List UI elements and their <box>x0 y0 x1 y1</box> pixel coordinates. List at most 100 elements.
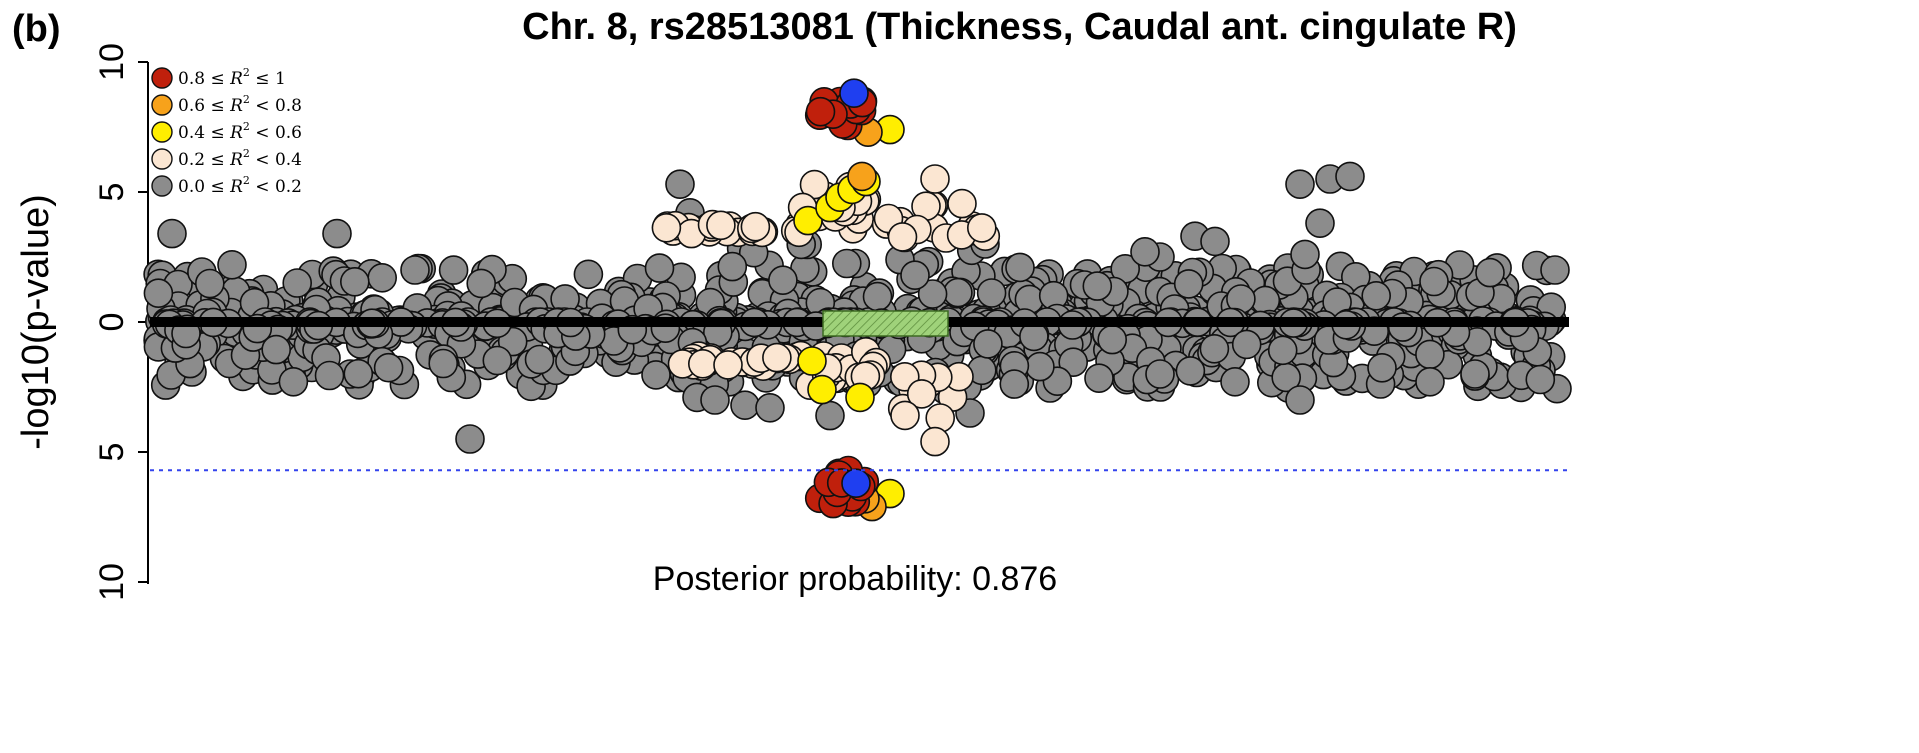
legend-swatch <box>151 67 173 89</box>
data-point <box>143 278 174 309</box>
data-point <box>887 222 918 252</box>
data-point <box>1361 280 1391 311</box>
legend-swatch <box>151 94 173 116</box>
data-point <box>920 164 950 194</box>
data-point <box>1173 269 1204 299</box>
data-point <box>717 251 748 282</box>
data-point <box>799 169 830 200</box>
data-point <box>524 344 555 375</box>
data-point <box>1415 366 1445 397</box>
data-point <box>641 360 671 390</box>
data-point <box>322 218 352 249</box>
data-point <box>1058 347 1088 378</box>
data-point <box>999 369 1030 399</box>
data-point <box>1175 356 1206 386</box>
data-point <box>400 255 430 285</box>
data-point <box>343 358 374 389</box>
legend-label: 0.0 ≤ R2 < 0.2 <box>178 174 302 197</box>
legend-superscript: 2 <box>243 147 250 160</box>
data-point <box>573 259 604 290</box>
data-point <box>1290 239 1320 270</box>
legend-superscript: 2 <box>243 120 250 133</box>
y-axis-label-group: -log10(p-value) <box>15 194 57 450</box>
data-point <box>1199 333 1230 364</box>
legend-swatch <box>151 148 173 170</box>
data-point <box>278 366 309 397</box>
data-point <box>900 260 930 291</box>
legend-label-right: < 0.2 <box>250 177 302 197</box>
legend-label: 0.4 ≤ R2 < 0.6 <box>178 120 302 143</box>
data-point <box>920 426 950 457</box>
data-point <box>314 360 345 391</box>
data-point <box>815 400 845 431</box>
data-point <box>862 281 893 312</box>
legend-label: 0.8 ≤ R2 ≤ 1 <box>178 66 286 89</box>
legend-label-right: ≤ 1 <box>250 69 286 89</box>
data-point <box>700 385 730 415</box>
data-point <box>1525 364 1556 395</box>
data-point <box>831 248 862 279</box>
data-point <box>373 352 404 383</box>
data-point <box>482 345 513 376</box>
y-tick-label: 10 <box>93 43 131 81</box>
data-point <box>1419 266 1449 297</box>
data-point <box>706 210 736 241</box>
data-point <box>1367 352 1397 383</box>
legend-superscript: 2 <box>243 66 250 79</box>
legend-superscript: 2 <box>243 174 250 187</box>
legend-swatch <box>151 121 173 143</box>
data-point <box>966 213 997 243</box>
data-point <box>1540 255 1570 285</box>
legend-label-mid: R <box>229 96 243 116</box>
legend-label-right: < 0.6 <box>250 123 302 143</box>
legend-label-mid: R <box>229 69 243 89</box>
data-point <box>1285 385 1315 415</box>
data-point <box>1285 169 1315 199</box>
lead-snp-point <box>839 78 869 108</box>
data-point <box>1267 335 1298 366</box>
data-point <box>1335 161 1365 192</box>
chart-title: Chr. 8, rs28513081 (Thickness, Caudal an… <box>522 6 1517 48</box>
data-point <box>1231 329 1262 360</box>
data-point <box>1025 351 1055 382</box>
y-tick-label: 10 <box>93 563 131 601</box>
data-point <box>455 424 485 454</box>
panel-label: (b) <box>12 8 61 50</box>
data-point <box>847 161 877 192</box>
data-point <box>890 400 920 431</box>
data-point <box>1305 208 1335 238</box>
data-point <box>217 249 247 280</box>
data-point <box>339 266 370 297</box>
data-point <box>740 211 771 242</box>
legend-label-left: 0.4 ≤ <box>178 123 230 143</box>
legend-label-mid: R <box>229 123 243 143</box>
data-point <box>466 268 497 299</box>
legend-label: 0.2 ≤ R2 < 0.4 <box>178 147 302 170</box>
legend-label-left: 0.2 ≤ <box>178 150 230 170</box>
data-point <box>755 392 785 423</box>
ld-points <box>651 78 1001 522</box>
y-axis-label: -log10(p-value) <box>15 194 57 450</box>
data-point <box>367 262 398 293</box>
posterior-probability-annotation: Posterior probability: 0.876 <box>653 560 1057 598</box>
data-point <box>1145 359 1175 389</box>
data-point <box>973 329 1003 359</box>
data-point <box>1084 363 1114 394</box>
data-point <box>1082 271 1113 301</box>
data-point <box>768 265 798 296</box>
data-point <box>1220 366 1250 397</box>
data-point <box>805 96 836 127</box>
data-point <box>906 379 937 409</box>
data-point <box>947 188 977 219</box>
y-tick-label: 0 <box>93 313 131 332</box>
data-point <box>807 374 837 405</box>
gene-box-group <box>822 310 949 337</box>
data-point <box>282 268 313 298</box>
data-point <box>976 278 1007 308</box>
legend-label-mid: R <box>229 177 243 197</box>
data-point <box>195 268 225 299</box>
data-point <box>845 382 875 413</box>
annotation-group: Posterior probability: 0.876 <box>653 560 1057 598</box>
data-point <box>1460 359 1490 389</box>
